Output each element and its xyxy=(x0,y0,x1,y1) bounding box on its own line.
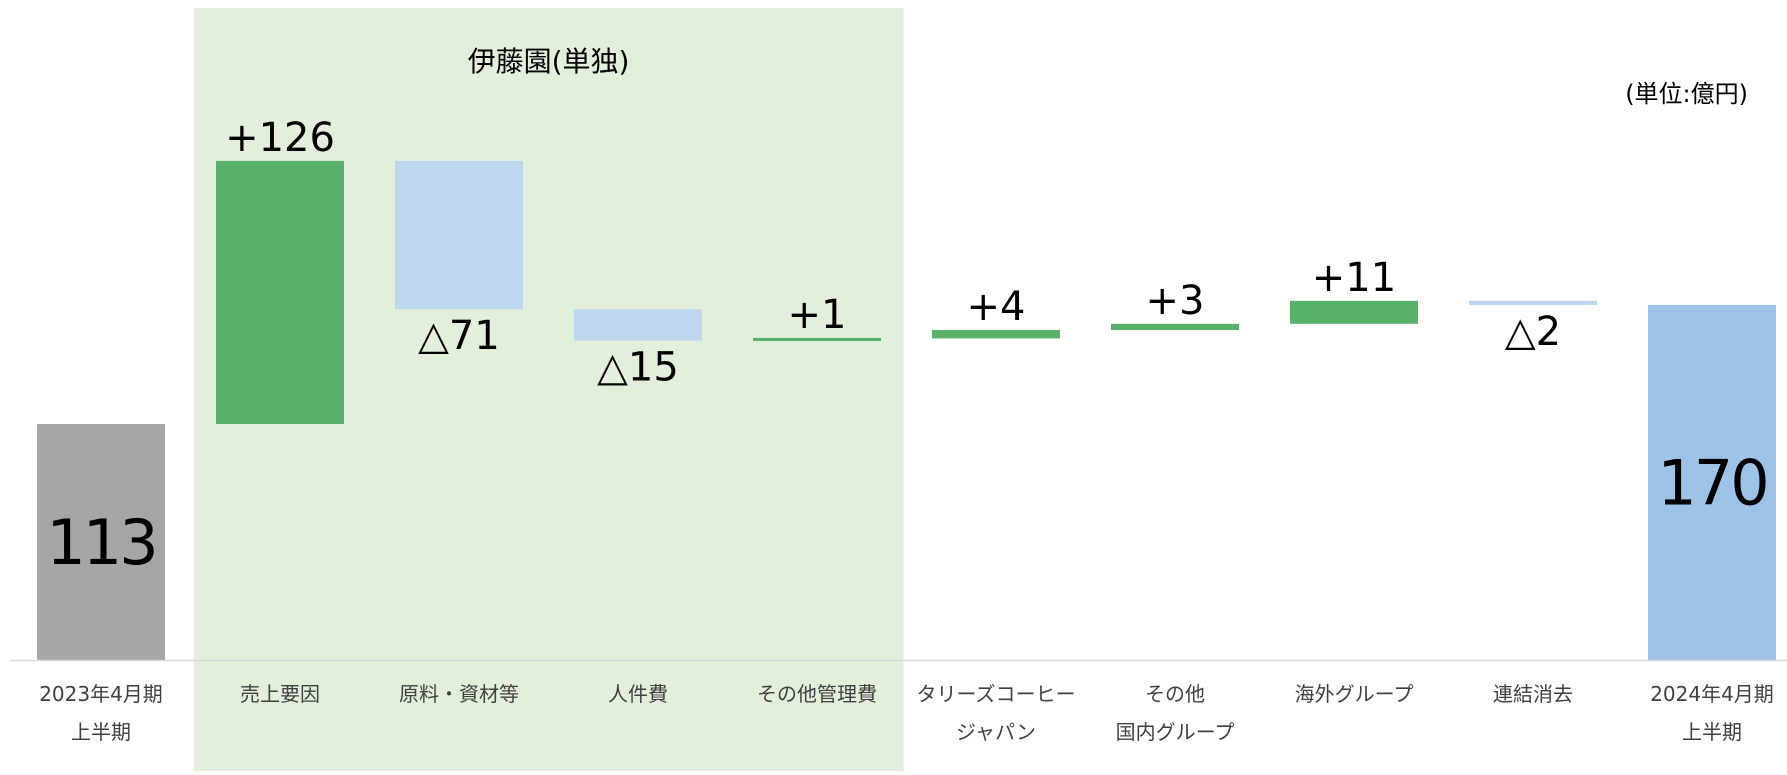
bar-1 xyxy=(216,160,344,425)
bar-8 xyxy=(1469,300,1597,305)
value-label-2: △71 xyxy=(418,313,500,359)
bar-7 xyxy=(1290,300,1418,324)
value-label-0: 113 xyxy=(46,506,155,579)
unit-label: (単位:億円) xyxy=(1625,80,1748,108)
category-label-9-line-1: 上半期 xyxy=(1682,720,1742,744)
value-label-7: +11 xyxy=(1312,255,1396,301)
category-label-6-line-1: 国内グループ xyxy=(1116,720,1235,744)
category-label-0-line-1: 上半期 xyxy=(71,720,131,744)
category-label-1-line-0: 売上要因 xyxy=(240,682,320,706)
bars-layer xyxy=(37,160,1776,660)
value-label-4: +1 xyxy=(788,292,847,338)
category-label-6-line-0: その他 xyxy=(1145,682,1205,706)
category-label-4-line-0: その他管理費 xyxy=(757,682,877,706)
category-label-9-line-0: 2024年4月期 xyxy=(1650,682,1774,706)
value-label-8: △2 xyxy=(1505,309,1561,355)
category-label-5-line-0: タリーズコーヒー xyxy=(917,682,1076,706)
category-label-7-line-0: 海外グループ xyxy=(1295,682,1414,706)
value-label-3: △15 xyxy=(597,345,679,391)
bar-0 xyxy=(37,424,165,660)
category-label-0-line-0: 2023年4月期 xyxy=(39,682,163,706)
value-label-1: +126 xyxy=(225,115,335,161)
value-label-9: 170 xyxy=(1657,447,1766,520)
bar-9 xyxy=(1648,305,1776,660)
bar-3 xyxy=(574,309,702,341)
group-label: 伊藤園(単独) xyxy=(468,45,630,78)
value-labels-layer: 113 +126 △71 △15 +1 +4 +3 +11 △2 170 xyxy=(46,115,1769,579)
bar-5 xyxy=(932,330,1060,339)
category-label-8-line-0: 連結消去 xyxy=(1493,682,1573,706)
category-label-5-line-1: ジャパン xyxy=(956,720,1036,744)
bar-2 xyxy=(395,160,523,310)
category-label-2-line-0: 原料・資材等 xyxy=(399,682,519,706)
value-label-5: +4 xyxy=(967,284,1026,330)
category-label-3-line-0: 人件費 xyxy=(608,682,668,706)
value-label-6: +3 xyxy=(1146,278,1205,324)
bar-4 xyxy=(753,337,881,341)
bar-6 xyxy=(1111,323,1239,331)
